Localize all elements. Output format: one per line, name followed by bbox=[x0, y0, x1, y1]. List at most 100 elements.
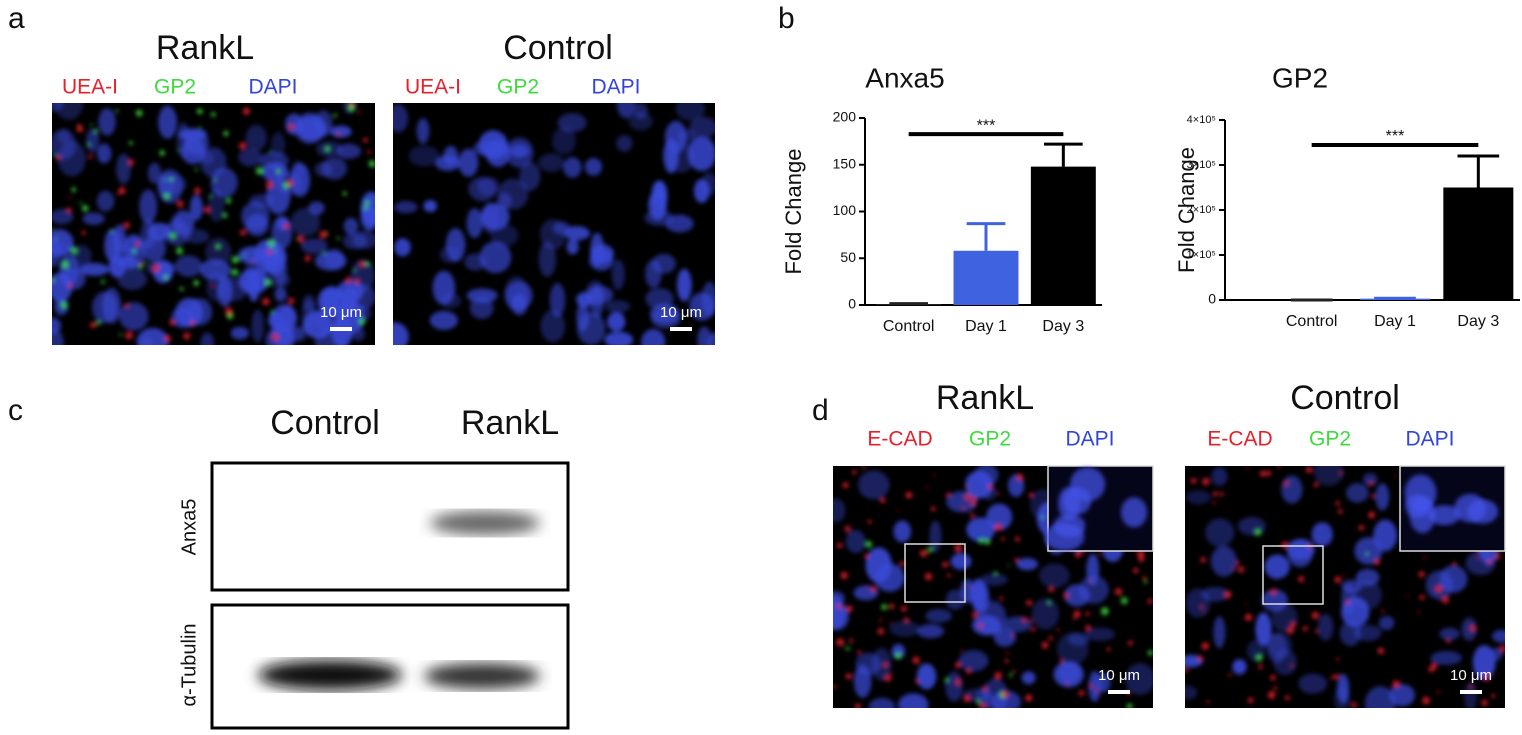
micrograph-texture bbox=[52, 103, 375, 345]
nucleus bbox=[1287, 540, 1313, 568]
speck bbox=[932, 473, 936, 477]
y-axis-label: Fold Change bbox=[1174, 147, 1199, 273]
nucleus bbox=[429, 310, 458, 330]
y-axis-label: Fold Change bbox=[781, 149, 806, 275]
nucleus bbox=[52, 329, 64, 345]
speck bbox=[342, 191, 347, 196]
speck bbox=[231, 268, 239, 276]
nucleus bbox=[689, 116, 715, 138]
nucleus bbox=[1232, 659, 1247, 675]
speck bbox=[1028, 492, 1034, 498]
nucleus bbox=[314, 110, 333, 137]
nucleus bbox=[604, 300, 631, 313]
nucleus bbox=[302, 294, 316, 313]
speck bbox=[363, 137, 369, 143]
nucleus bbox=[1185, 490, 1211, 505]
speck bbox=[1030, 619, 1034, 623]
speck bbox=[1270, 696, 1273, 699]
nucleus bbox=[538, 241, 557, 277]
speck bbox=[239, 229, 247, 236]
speck bbox=[840, 571, 848, 580]
speck bbox=[1014, 536, 1021, 542]
nucleus bbox=[393, 201, 418, 214]
nucleus bbox=[216, 275, 233, 307]
speck bbox=[1185, 668, 1189, 673]
speck bbox=[979, 702, 987, 708]
speck bbox=[849, 638, 854, 643]
speck bbox=[1434, 585, 1443, 593]
nucleus bbox=[663, 138, 679, 174]
inset-cell bbox=[1053, 513, 1086, 538]
speck bbox=[1417, 611, 1421, 614]
nucleus bbox=[479, 241, 512, 274]
nucleus bbox=[1059, 661, 1079, 683]
speck bbox=[276, 169, 281, 174]
nucleus bbox=[116, 153, 131, 184]
speck bbox=[1026, 599, 1033, 606]
nucleus bbox=[96, 143, 112, 164]
speck bbox=[1190, 477, 1197, 484]
speck bbox=[179, 286, 184, 292]
nucleus bbox=[351, 327, 365, 341]
speck bbox=[347, 104, 355, 112]
speck bbox=[978, 538, 985, 544]
y-tick-label: 4×10⁵ bbox=[1187, 114, 1216, 126]
speck bbox=[845, 673, 852, 680]
nucleus bbox=[1261, 589, 1288, 612]
speck bbox=[270, 310, 274, 314]
nucleus bbox=[394, 238, 411, 257]
speck bbox=[1373, 558, 1381, 565]
speck bbox=[1254, 528, 1262, 536]
speck bbox=[194, 187, 201, 195]
speck bbox=[163, 178, 166, 181]
speck bbox=[1342, 574, 1345, 577]
speck bbox=[1281, 541, 1289, 549]
speck bbox=[993, 571, 998, 576]
nucleus bbox=[1352, 580, 1382, 610]
speck bbox=[66, 207, 72, 213]
nucleus bbox=[435, 155, 461, 171]
nucleus bbox=[1016, 557, 1038, 571]
panel-label: b bbox=[778, 2, 795, 35]
speck bbox=[283, 223, 290, 230]
speck bbox=[1213, 491, 1219, 497]
nucleus bbox=[1439, 565, 1468, 593]
nucleus bbox=[857, 470, 890, 500]
nucleus bbox=[1211, 466, 1228, 487]
speck bbox=[982, 686, 988, 692]
speck bbox=[1126, 703, 1133, 708]
speck bbox=[962, 506, 966, 510]
y-tick-label: 2×10⁵ bbox=[1187, 204, 1216, 216]
speck bbox=[336, 132, 341, 136]
speck bbox=[890, 673, 893, 676]
speck bbox=[1016, 473, 1024, 481]
nucleus bbox=[689, 292, 715, 321]
nucleus bbox=[60, 267, 86, 291]
speck bbox=[345, 277, 352, 284]
nucleus bbox=[1363, 473, 1378, 486]
nucleus bbox=[205, 237, 232, 266]
speck bbox=[1483, 674, 1491, 682]
speck bbox=[198, 126, 202, 129]
nucleus bbox=[1125, 663, 1153, 695]
speck bbox=[288, 123, 295, 130]
nucleus bbox=[833, 602, 849, 631]
nucleus bbox=[1266, 632, 1293, 658]
x-tick-label: Day 3 bbox=[1457, 313, 1499, 330]
nucleus bbox=[1021, 671, 1036, 685]
scale-bar bbox=[1108, 690, 1130, 694]
speck bbox=[101, 279, 105, 284]
image-title: Control bbox=[1290, 379, 1400, 417]
micrograph-texture bbox=[1185, 466, 1505, 708]
nucleus bbox=[676, 268, 692, 302]
speck bbox=[1088, 579, 1092, 583]
speck bbox=[1004, 659, 1009, 664]
nucleus bbox=[478, 130, 508, 160]
nucleus bbox=[1085, 627, 1115, 642]
scale-label: 10 μm bbox=[1450, 667, 1492, 684]
speck bbox=[265, 181, 273, 189]
speck bbox=[1040, 515, 1044, 519]
nucleus bbox=[993, 627, 1016, 647]
speck bbox=[865, 554, 870, 558]
